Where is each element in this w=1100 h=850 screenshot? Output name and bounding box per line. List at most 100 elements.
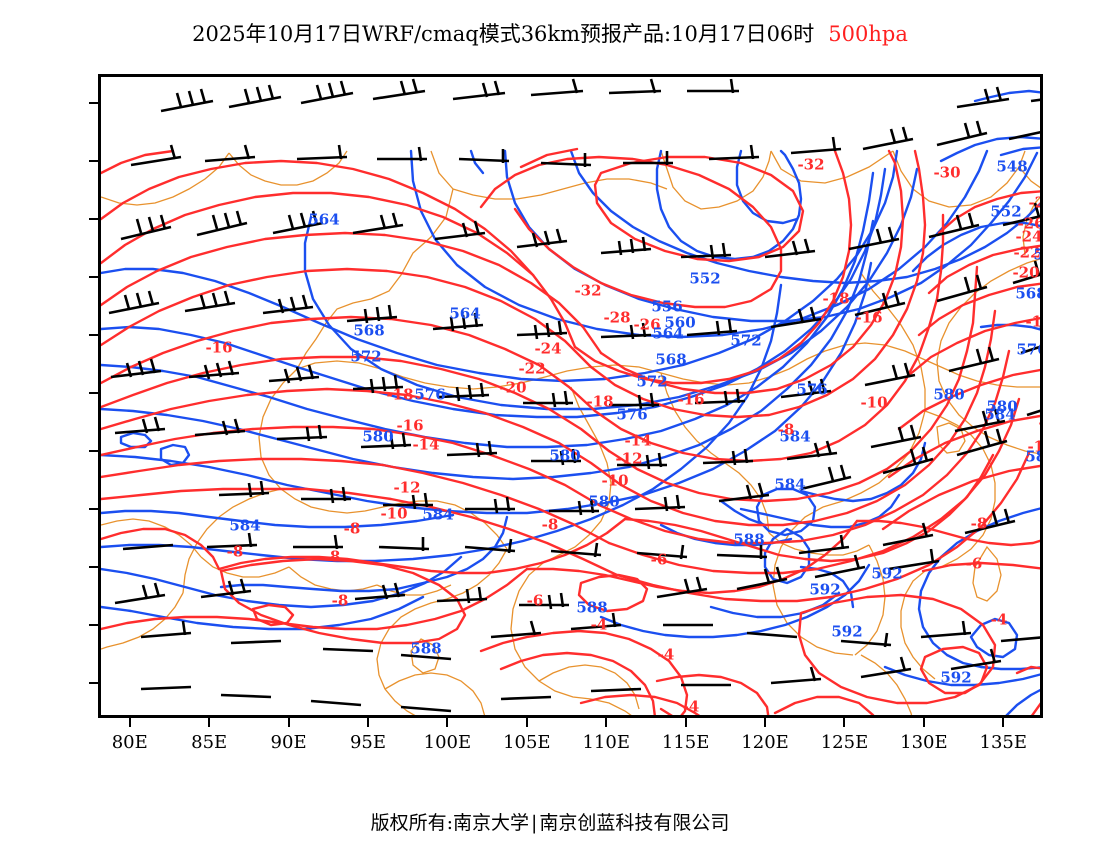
height-contour-label: 576 xyxy=(1016,340,1040,359)
temperature-contour-layer xyxy=(101,147,1040,715)
height-contour-label: 592 xyxy=(940,668,972,687)
height-contour-label: 568 xyxy=(353,321,385,340)
x-axis-tick-mark xyxy=(525,718,528,727)
temperature-contour-label: -26 xyxy=(1017,214,1043,233)
height-contour-label: 552 xyxy=(990,202,1022,221)
temperature-contour-label: -18 xyxy=(1025,312,1043,331)
height-contour-label: 556 xyxy=(1038,219,1040,235)
height-contour-label: 584 xyxy=(422,505,454,524)
temperature-contour-label: -28 xyxy=(603,308,631,327)
temperature-contour-label: -32 xyxy=(797,155,825,174)
temperature-contour-label: -24 xyxy=(1015,227,1043,246)
height-contour-label: 588 xyxy=(733,530,765,549)
contour-map-svg xyxy=(101,78,1040,715)
height-contour-label: 548 xyxy=(996,157,1028,176)
x-axis-tick-label: 105E xyxy=(503,732,551,753)
temperature-contour-label: -4 xyxy=(590,615,608,634)
height-contour-label: 580 xyxy=(933,385,965,404)
height-contour-label: 572 xyxy=(350,347,382,366)
x-axis-tick-label: 100E xyxy=(423,732,472,753)
height-contour-label: 584 xyxy=(774,475,806,494)
temperature-contour-label: -6 xyxy=(965,554,983,573)
height-contour-label: 588 xyxy=(410,639,442,658)
height-contour-label: 572 xyxy=(1038,317,1040,333)
height-contour-label: 580 xyxy=(549,446,581,465)
x-axis-tick-mark xyxy=(1002,718,1005,727)
x-axis-tick-label: 90E xyxy=(270,732,307,753)
y-axis-tick-mark xyxy=(89,392,98,395)
x-axis-tick-label: 135E xyxy=(979,732,1028,753)
x-axis-tick-mark xyxy=(287,718,290,727)
temperature-contour-label: -6 xyxy=(650,550,668,569)
height-contour-label: 580 xyxy=(588,492,620,511)
x-axis-tick-label: 95E xyxy=(349,732,387,753)
height-contour-label: 584 xyxy=(229,516,261,535)
y-axis-tick-mark xyxy=(89,160,98,163)
temperature-contour-label: -4 xyxy=(990,610,1008,629)
x-axis-tick-label: 110E xyxy=(582,732,630,753)
temperature-contour-label: -8 xyxy=(777,420,795,439)
temperature-contour-label: -16 xyxy=(677,390,705,409)
x-axis-tick-label: 125E xyxy=(820,732,869,753)
temperature-contour-label: -8 xyxy=(343,519,361,538)
temperature-contour-label: -18 xyxy=(386,385,414,404)
temperature-contour-label: -16 xyxy=(396,416,424,435)
height-contour-label: 572 xyxy=(636,372,668,391)
temperature-contour-label: -8 xyxy=(331,591,349,610)
height-contour-label: 564 xyxy=(449,304,481,323)
map-plot-area: -32-30548552-28-26556-24-22560-20564552-… xyxy=(98,74,1043,718)
temperature-contour-label: -28 xyxy=(1028,193,1040,212)
temperature-contour-label: -10 xyxy=(380,504,408,523)
temperature-contour-label: -20 xyxy=(1012,263,1040,282)
y-axis-tick-mark xyxy=(89,682,98,685)
x-axis-tick-mark xyxy=(764,718,767,727)
height-contour-label: 560 xyxy=(1033,245,1043,264)
wind-barb-layer xyxy=(108,78,1040,713)
temperature-contour-label: -22 xyxy=(518,359,546,378)
plot-frame: -32-30548552-28-26556-24-22560-20564552-… xyxy=(98,74,1043,718)
y-axis-tick-mark xyxy=(89,508,98,511)
copyright-company: 南京创蓝科技有限公司 xyxy=(539,812,730,834)
copyright-line: 版权所有:南京大学 | 南京创蓝科技有限公司 xyxy=(0,808,1100,835)
copyright-owner: 版权所有:南京大学 xyxy=(370,812,529,834)
temperature-contour-label: -18 xyxy=(822,289,850,308)
temperature-contour-label: -14 xyxy=(1040,390,1043,405)
temperature-contour-label: -12 xyxy=(615,449,643,468)
temperature-contour-label: -20 xyxy=(499,378,527,397)
temperature-contour-label: -4 xyxy=(682,697,700,716)
height-contour-label: 568 xyxy=(655,350,687,369)
temperature-contour-label: -14 xyxy=(412,435,440,454)
temperature-contour-label: -16 xyxy=(855,308,883,327)
temperature-contour-label: -14 xyxy=(624,431,652,450)
height-contour-label: 584 xyxy=(779,427,811,446)
y-axis-tick-mark xyxy=(89,450,98,453)
x-axis-tick-mark xyxy=(208,718,211,727)
x-axis-tick-mark xyxy=(843,718,846,727)
temperature-contour-label: -8 xyxy=(323,547,341,566)
x-axis-tick-mark xyxy=(922,718,925,727)
height-contour-label: 584 xyxy=(984,405,1016,424)
height-contour-label: 592 xyxy=(809,580,841,599)
x-axis-tick-label: 80E xyxy=(111,732,148,753)
temperature-contour-label: -10 xyxy=(601,471,629,490)
x-axis-tick-label: 85E xyxy=(191,732,228,753)
height-contour-label: 576 xyxy=(616,405,648,424)
height-contour-label: 588 xyxy=(576,598,608,617)
height-contour-label: 552 xyxy=(689,269,721,288)
temperature-contour-label: -22 xyxy=(1013,243,1041,262)
height-contour-label: 556 xyxy=(651,297,683,316)
height-contour-label: 572 xyxy=(730,331,762,350)
y-axis-tick-mark xyxy=(89,566,98,569)
y-axis-tick-mark xyxy=(89,218,98,221)
copyright-separator: | xyxy=(530,812,538,834)
height-contour-label: 568 xyxy=(1015,284,1040,303)
temperature-contour-label: -4 xyxy=(657,645,675,664)
y-axis-tick-mark xyxy=(89,334,98,337)
height-contour-label: 564 xyxy=(308,210,340,229)
height-contour-label: 592 xyxy=(831,622,863,641)
temperature-contour-label: -10 xyxy=(1027,437,1040,456)
temperature-contour-label: -12 xyxy=(1038,415,1040,431)
height-contour-label: 580 xyxy=(362,427,394,446)
height-contour-label: 576 xyxy=(796,380,828,399)
height-contour-label: 560 xyxy=(664,313,696,332)
